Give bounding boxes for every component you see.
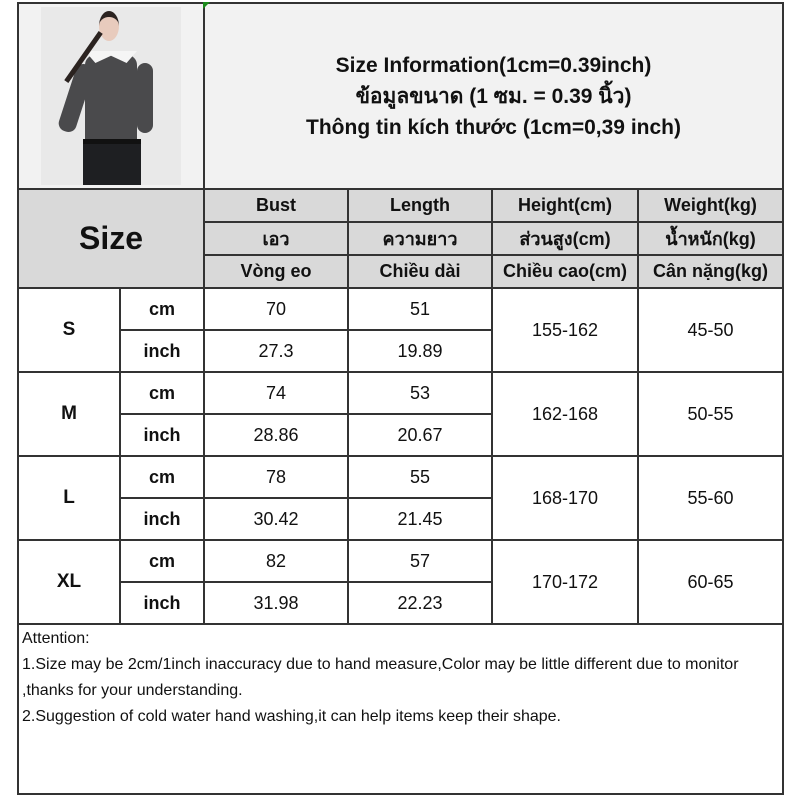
table-row: S cm 70 51 155-162 45-50 [17, 287, 785, 373]
col-weight-vi: Cân nặng(kg) [636, 254, 785, 289]
col-bust-en: Bust [203, 188, 349, 223]
size-label: S [17, 287, 121, 373]
bust-cm: 70 [203, 287, 349, 331]
table-row: M cm 74 53 162-168 50-55 [17, 371, 785, 457]
length-inch: 21.45 [347, 497, 493, 541]
table-row: inch 28.86 20.67 [18, 413, 783, 457]
note-2: 2.Suggestion of cold water hand washing,… [22, 708, 561, 725]
length-cm: 57 [347, 539, 493, 583]
table-row: L cm 78 55 168-170 55-60 [17, 455, 785, 541]
notes-heading: Attention: [22, 630, 90, 647]
bust-cm: 82 [203, 539, 349, 583]
table-row: inch 27.3 19.89 [18, 329, 783, 373]
size-header: Size [17, 188, 205, 289]
length-inch: 20.67 [347, 413, 493, 457]
attention-notes: Attention: 1.Size may be 2cm/1inch inacc… [16, 623, 785, 795]
length-cm: 51 [347, 287, 493, 331]
col-height-en: Height(cm) [491, 188, 639, 223]
col-height-vi: Chiều cao(cm) [491, 254, 639, 289]
product-photo [41, 7, 181, 185]
height: 168-170 [491, 455, 639, 541]
col-height-th: ส่วนสูง(cm) [491, 221, 639, 256]
unit-cm: cm [119, 539, 205, 583]
bust-cm: 74 [203, 371, 349, 415]
unit-cm: cm [119, 371, 205, 415]
title-vietnamese: Thông tin kích thước (1cm=0,39 inch) [306, 115, 681, 139]
table-row: XL cm 82 57 170-172 60-65 [17, 539, 785, 625]
bust-inch: 31.98 [203, 581, 349, 625]
weight: 45-50 [636, 287, 785, 373]
title-thai: ข้อมูลขนาด (1 ซม. = 0.39 นิ้ว) [355, 84, 632, 108]
height: 162-168 [491, 371, 639, 457]
length-cm: 55 [347, 455, 493, 499]
col-length-vi: Chiều dài [347, 254, 493, 289]
unit-inch: inch [119, 329, 205, 373]
note-1: 1.Size may be 2cm/1inch inaccuracy due t… [22, 656, 739, 699]
title-english: Size Information(1cm=0.39inch) [335, 53, 652, 77]
bust-cm: 78 [203, 455, 349, 499]
unit-inch: inch [119, 497, 205, 541]
table-row: inch 30.42 21.45 [18, 497, 783, 541]
col-weight-th: น้ำหนัก(kg) [636, 221, 785, 256]
col-length-th: ความยาว [347, 221, 493, 256]
length-inch: 22.23 [347, 581, 493, 625]
table-row: inch 31.98 22.23 [18, 581, 783, 625]
size-chart-table: Size Information(1cm=0.39inch) ข้อมูลขนา… [16, 2, 785, 795]
col-bust-vi: Vòng eo [203, 254, 349, 289]
col-weight-en: Weight(kg) [636, 188, 785, 223]
length-inch: 19.89 [347, 329, 493, 373]
col-length-en: Length [347, 188, 493, 223]
size-label: L [17, 455, 121, 541]
bust-inch: 30.42 [203, 497, 349, 541]
unit-inch: inch [119, 581, 205, 625]
length-cm: 53 [347, 371, 493, 415]
height: 170-172 [491, 539, 639, 625]
bust-inch: 27.3 [203, 329, 349, 373]
unit-cm: cm [119, 287, 205, 331]
weight: 50-55 [636, 371, 785, 457]
bust-inch: 28.86 [203, 413, 349, 457]
size-information-title: Size Information(1cm=0.39inch) ข้อมูลขนา… [202, 2, 785, 190]
unit-inch: inch [119, 413, 205, 457]
weight: 55-60 [636, 455, 785, 541]
unit-cm: cm [119, 455, 205, 499]
col-bust-th: เอว [203, 221, 349, 256]
cell-marker-icon [203, 2, 210, 9]
weight: 60-65 [636, 539, 785, 625]
size-label: XL [17, 539, 121, 625]
product-photo-cell [17, 2, 205, 190]
size-label: M [17, 371, 121, 457]
height: 155-162 [491, 287, 639, 373]
